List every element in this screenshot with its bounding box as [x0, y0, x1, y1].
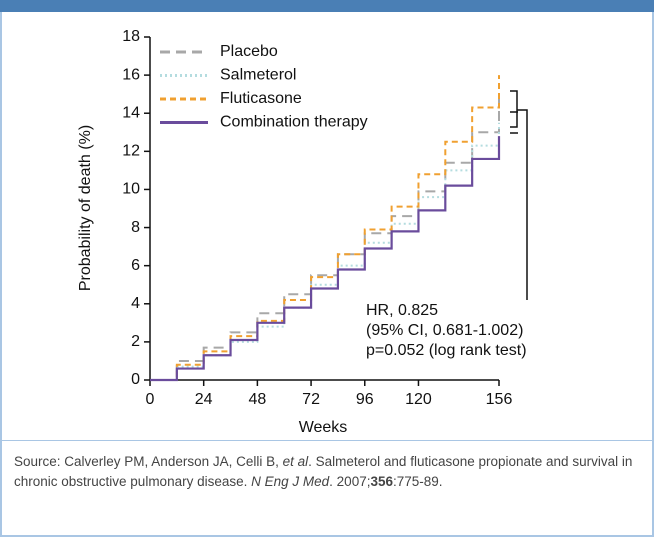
source-text: et al: [282, 454, 309, 469]
source-text: Source: Calverley PM, Anderson JA, Celli…: [14, 454, 283, 469]
bracket: [510, 90, 528, 300]
x-tick-label: 24: [195, 391, 213, 408]
y-tick-label: 6: [131, 257, 140, 274]
legend-label: Fluticasone: [220, 90, 302, 107]
annotation: (95% CI, 0.681-1.002): [366, 322, 523, 339]
annotation: p=0.052 (log rank test): [366, 342, 527, 359]
source-text: . Salmeterol and fluticasone propionate …: [14, 454, 633, 489]
legend-label: Salmeterol: [220, 67, 296, 84]
x-tick-label: 156: [486, 391, 513, 408]
x-tick-label: 48: [248, 391, 266, 408]
y-tick-label: 14: [122, 104, 140, 121]
y-axis-label: Probability of death (%): [77, 125, 94, 291]
y-tick-label: 10: [122, 181, 140, 198]
y-tick-label: 0: [131, 371, 140, 388]
source-text: N Eng J Med: [251, 474, 330, 489]
chart: Weeks Probability of death (%) HR, 0.825…: [77, 28, 528, 436]
y-tick-label: 18: [122, 28, 140, 45]
source-text: . 2007;: [329, 474, 371, 489]
x-axis-label: Weeks: [299, 419, 348, 436]
y-tick-label: 4: [131, 295, 140, 312]
series-line: [150, 136, 501, 382]
x-tick-label: 72: [302, 391, 320, 408]
y-tick-label: 16: [122, 66, 140, 83]
header-bar: [0, 0, 654, 12]
legend-label: Combination therapy: [220, 114, 368, 131]
x-tick-label: 120: [405, 391, 432, 408]
annotation: HR, 0.825: [366, 302, 438, 319]
y-tick-label: 8: [131, 219, 140, 236]
y-tick-label: 12: [122, 143, 140, 160]
y-tick-label: 2: [131, 333, 140, 350]
x-tick-label: 0: [146, 391, 155, 408]
frame: [0, 12, 654, 537]
legend-label: Placebo: [220, 43, 278, 60]
source-text: 356: [370, 474, 393, 489]
source: Source: Calverley PM, Anderson JA, Celli…: [14, 452, 634, 492]
separator: [2, 440, 652, 441]
series-line: [150, 122, 500, 381]
source-text: :775-89.: [393, 474, 443, 489]
x-tick-label: 96: [356, 391, 374, 408]
